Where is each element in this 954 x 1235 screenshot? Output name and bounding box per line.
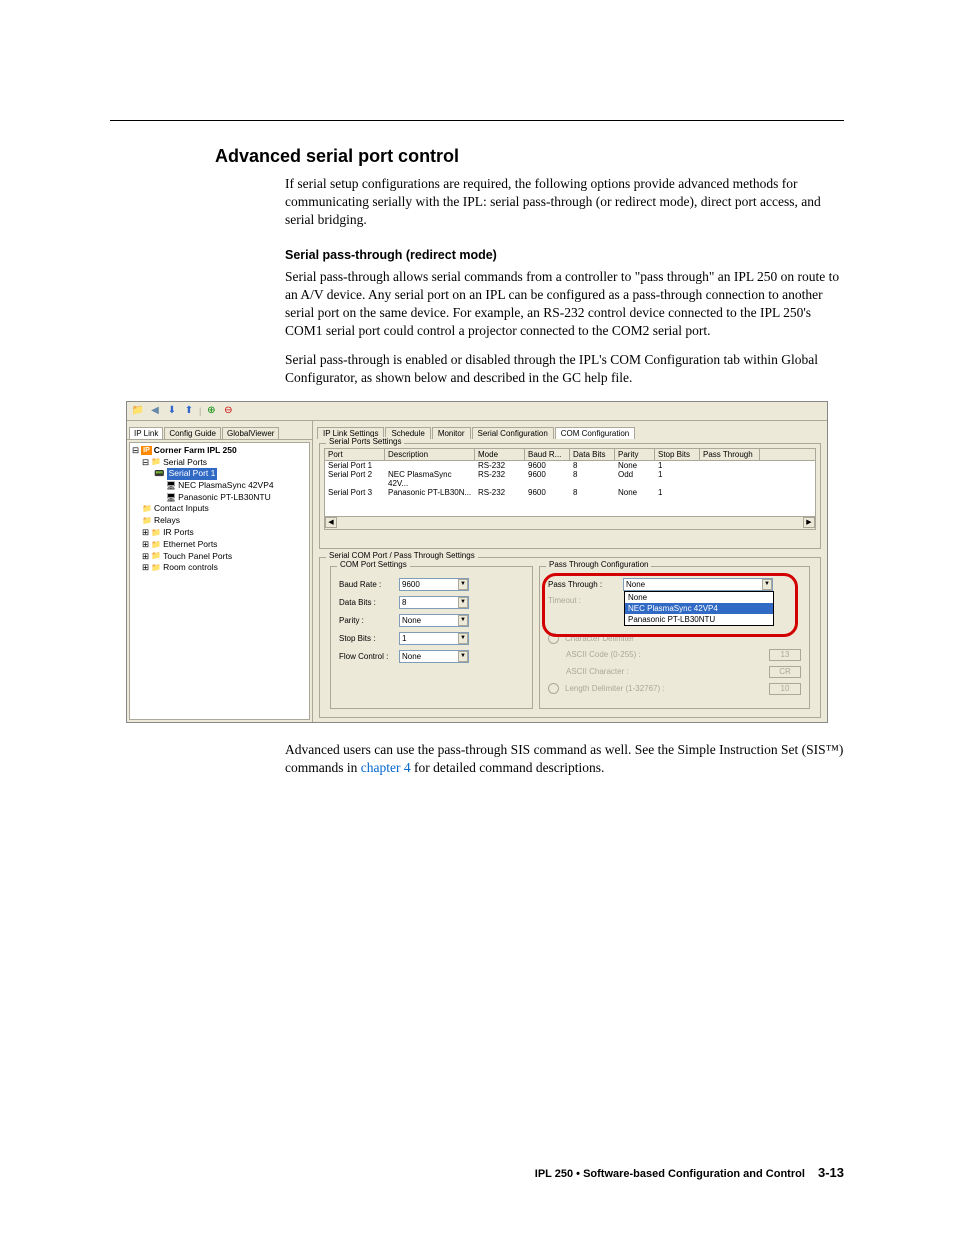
toolbar-icon-3[interactable]: ⬇ <box>165 404 179 418</box>
dropdown-option-selected[interactable]: NEC PlasmaSync 42VP4 <box>625 603 773 614</box>
paragraph-3: Serial pass-through is enabled or disabl… <box>285 351 844 387</box>
length-delimiter-radio[interactable] <box>548 683 559 694</box>
dropdown-option[interactable]: None <box>625 592 773 603</box>
tab-com-config[interactable]: COM Configuration <box>555 427 635 439</box>
baud-rate-dropdown[interactable]: 9600▼ <box>399 578 469 591</box>
toolbar: 📁 ◀ ⬇ ⬆ | ⊕ ⊖ <box>127 402 827 421</box>
tab-globalviewer[interactable]: GlobalViewer <box>222 427 279 439</box>
ascii-char-input[interactable]: CR <box>769 666 801 678</box>
com-pass-fieldset: Serial COM Port / Pass Through Settings … <box>319 557 821 718</box>
paragraph-4: Advanced users can use the pass-through … <box>285 741 844 777</box>
pass-through-dropdown[interactable]: None▼ <box>623 578 773 591</box>
toolbar-icon-plus[interactable]: ⊕ <box>204 404 218 418</box>
ports-table[interactable]: Port Description Mode Baud R... Data Bit… <box>324 448 816 530</box>
tab-serial-config[interactable]: Serial Configuration <box>472 427 554 439</box>
toolbar-icon-1[interactable]: 📁 <box>131 404 145 418</box>
right-panel: IP Link Settings Schedule Monitor Serial… <box>313 421 827 722</box>
flow-control-dropdown[interactable]: None▼ <box>399 650 469 663</box>
page-footer: IPL 250 • Software-based Configuration a… <box>535 1165 844 1180</box>
sub-heading: Serial pass-through (redirect mode) <box>285 248 844 262</box>
length-delimiter-input[interactable]: 10 <box>769 683 801 695</box>
data-bits-dropdown[interactable]: 8▼ <box>399 596 469 609</box>
chapter-4-link[interactable]: chapter 4 <box>361 760 411 775</box>
tab-config-guide[interactable]: Config Guide <box>164 427 221 439</box>
left-tabs: IP Link Config Guide GlobalViewer <box>127 421 312 440</box>
pass-through-settings: Pass Through Configuration Pass Through … <box>539 566 810 709</box>
pass-through-dropdown-list[interactable]: None NEC PlasmaSync 42VP4 Panasonic PT-L… <box>624 591 774 626</box>
ascii-code-input[interactable]: 13 <box>769 649 801 661</box>
serial-ports-fieldset: Serial Ports Settings Port Description M… <box>319 443 821 549</box>
device-tree[interactable]: ⊟IPCorner Farm IPL 250 ⊟Serial Ports 📟Se… <box>129 442 310 720</box>
paragraph-2: Serial pass-through allows serial comman… <box>285 268 844 341</box>
gc-screenshot: 📁 ◀ ⬇ ⬆ | ⊕ ⊖ IP Link Config Guide Globa… <box>126 401 828 723</box>
toolbar-icon-minus[interactable]: ⊖ <box>221 404 235 418</box>
section-title: Advanced serial port control <box>215 146 844 167</box>
ports-table-header: Port Description Mode Baud R... Data Bit… <box>325 449 815 461</box>
toolbar-icon-2[interactable]: ◀ <box>148 404 162 418</box>
tab-iplink[interactable]: IP Link <box>129 427 163 439</box>
tree-selected-item: Serial Port 1 <box>167 468 218 479</box>
parity-dropdown[interactable]: None▼ <box>399 614 469 627</box>
table-row[interactable]: Serial Port 3 Panasonic PT-LB30N... RS-2… <box>325 488 815 497</box>
table-row[interactable]: Serial Port 2 NEC PlasmaSync 42V... RS-2… <box>325 470 815 488</box>
left-panel: IP Link Config Guide GlobalViewer ⊟IPCor… <box>127 421 313 722</box>
com-port-settings: COM Port Settings Baud Rate : 9600▼ Data… <box>330 566 533 709</box>
table-row[interactable]: Serial Port 1 RS-232 9600 8 None 1 <box>325 461 815 470</box>
scroll-right-icon[interactable]: ▶ <box>803 517 815 528</box>
char-delimiter-radio[interactable] <box>548 633 559 644</box>
intro-paragraph: If serial setup configurations are requi… <box>285 175 844 230</box>
top-rule <box>110 120 844 121</box>
dropdown-option[interactable]: Panasonic PT-LB30NTU <box>625 614 773 625</box>
scroll-left-icon[interactable]: ◀ <box>325 517 337 528</box>
toolbar-icon-4[interactable]: ⬆ <box>182 404 196 418</box>
horizontal-scrollbar[interactable]: ◀ ▶ <box>325 516 815 529</box>
stop-bits-dropdown[interactable]: 1▼ <box>399 632 469 645</box>
tab-monitor[interactable]: Monitor <box>432 427 471 439</box>
